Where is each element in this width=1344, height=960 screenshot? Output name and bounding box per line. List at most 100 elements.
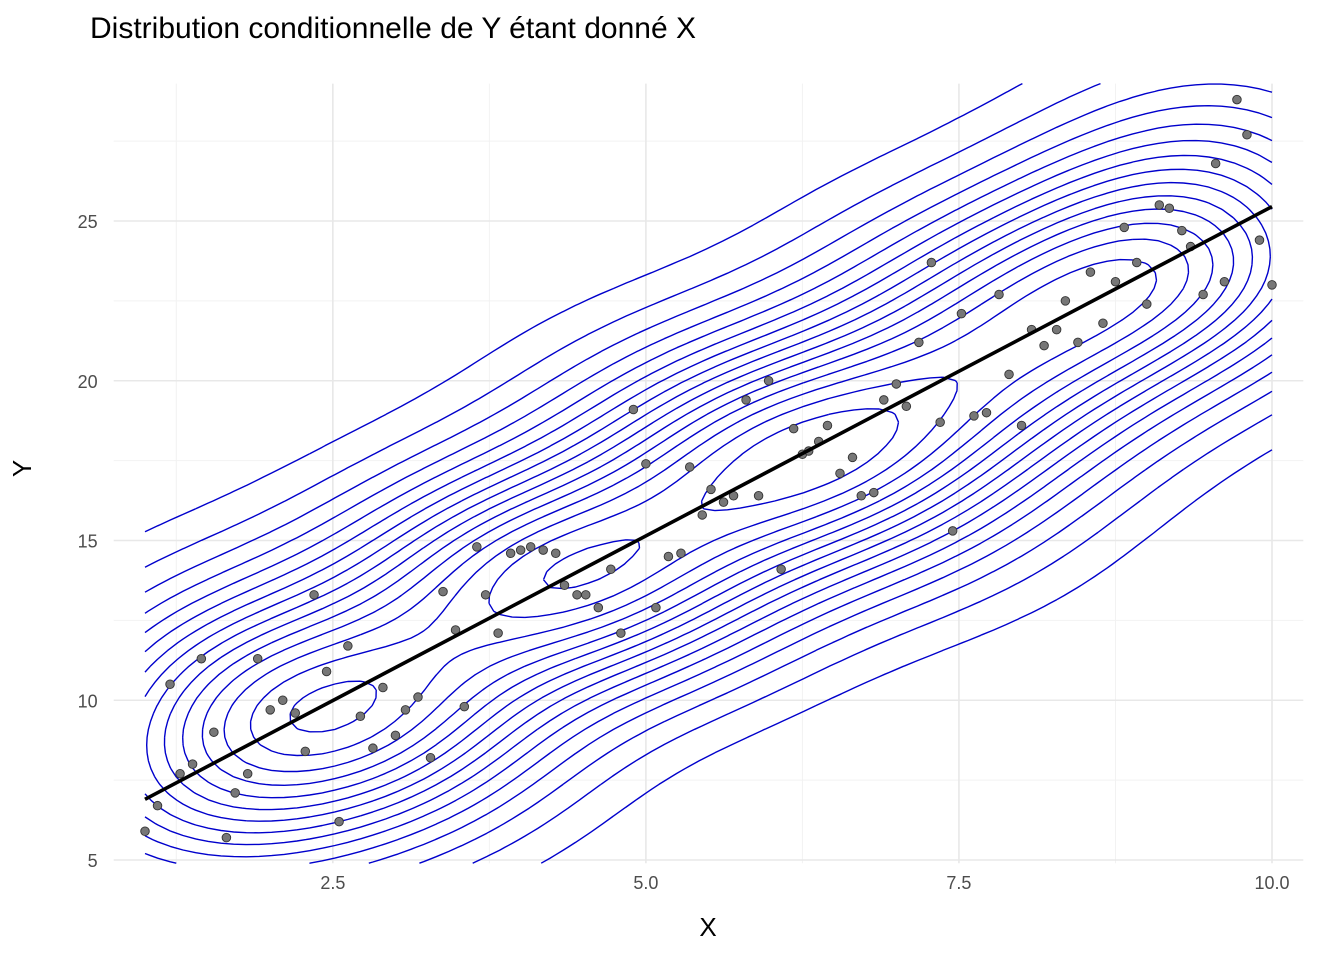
data-point [684, 462, 695, 472]
data-point [935, 417, 945, 428]
data-point [1210, 158, 1221, 169]
data-point [355, 711, 366, 721]
data-point [221, 832, 232, 843]
data-point [525, 542, 536, 552]
y-tick-label: 10 [78, 691, 98, 711]
data-point [187, 759, 198, 769]
y-tick-label: 25 [78, 212, 98, 232]
data-point [1154, 200, 1165, 210]
data-point [835, 468, 845, 479]
data-point [438, 586, 448, 597]
data-point [277, 695, 288, 706]
data-point [1060, 296, 1071, 306]
data-point [1098, 318, 1108, 328]
data-point [879, 395, 889, 405]
data-point [343, 641, 353, 651]
data-point [856, 491, 867, 501]
data-point [425, 753, 436, 763]
x-tick-label: 2.5 [320, 873, 345, 893]
density-contours [144, 82, 1273, 864]
density-contour-level [144, 168, 1273, 834]
data-point [538, 545, 548, 555]
data-point [776, 564, 786, 575]
data-point [1254, 235, 1265, 245]
data-point [1016, 420, 1027, 431]
data-point [788, 423, 799, 434]
data-point [1004, 369, 1014, 380]
x-tick-label: 10.0 [1254, 873, 1289, 893]
density-contour-level [144, 123, 1273, 864]
data-point [1242, 129, 1252, 140]
y-tick-label: 5 [88, 851, 98, 871]
data-point [947, 526, 958, 536]
data-point [1073, 337, 1083, 348]
data-point [628, 404, 639, 415]
data-point [572, 590, 582, 600]
data-point [901, 401, 912, 412]
y-axis-title: Y [7, 459, 38, 478]
data-point [606, 564, 616, 575]
data-point [1198, 289, 1208, 300]
data-point [718, 497, 729, 507]
data-point [242, 768, 253, 779]
data-point [994, 289, 1004, 300]
data-point [390, 730, 401, 741]
data-point [480, 590, 491, 600]
y-tick-label: 20 [78, 372, 98, 392]
data-point [290, 708, 301, 718]
data-point [230, 788, 240, 798]
regression-line [144, 205, 1273, 801]
density-contour-level [144, 83, 1273, 864]
density-contour-level [146, 181, 1271, 822]
data-point [378, 682, 388, 693]
data-point [981, 407, 992, 418]
data-point [753, 491, 764, 501]
x-tick-label: 5.0 [633, 873, 658, 893]
scatter-points [140, 94, 1277, 843]
density-contour-level [144, 82, 1273, 864]
density-contour-level [201, 222, 1214, 786]
data-point [1177, 225, 1187, 236]
data-point [368, 743, 378, 753]
data-point [641, 459, 651, 469]
data-point [847, 452, 858, 463]
density-contour-level [223, 238, 1190, 773]
data-point [926, 257, 937, 268]
data-point [1051, 324, 1062, 335]
data-point [209, 727, 219, 737]
x-axis-title: X [699, 912, 717, 942]
data-point [252, 653, 263, 664]
data-point [400, 705, 411, 715]
data-point [515, 545, 526, 555]
data-point [822, 420, 833, 431]
data-point [1267, 280, 1277, 290]
y-tick-label: 15 [78, 532, 98, 552]
data-point [697, 510, 707, 520]
data-point [175, 768, 185, 779]
density-contour-level [144, 139, 1273, 858]
data-point [300, 746, 311, 757]
data-point [559, 580, 570, 590]
x-tick-label: 7.5 [946, 873, 971, 893]
regression-line-group [144, 205, 1273, 801]
data-point [505, 548, 516, 559]
data-point [165, 679, 175, 690]
density-contour-level [144, 154, 1273, 846]
chart-title: Distribution conditionnelle de Y étant d… [90, 12, 696, 45]
data-point [1164, 203, 1175, 213]
data-point [616, 628, 626, 638]
data-point [493, 628, 503, 638]
data-point [676, 548, 686, 559]
data-point [321, 666, 332, 677]
data-point [956, 308, 967, 319]
data-point [741, 395, 751, 405]
data-point [196, 653, 207, 664]
y-axis-ticks: 5 10 15 20 25 [78, 212, 98, 871]
data-point [1219, 276, 1230, 287]
data-point [593, 602, 604, 613]
data-point [1110, 276, 1121, 287]
density-contour-level [163, 195, 1254, 811]
density-contour-level [289, 376, 958, 733]
density-contour-level [144, 82, 1273, 864]
